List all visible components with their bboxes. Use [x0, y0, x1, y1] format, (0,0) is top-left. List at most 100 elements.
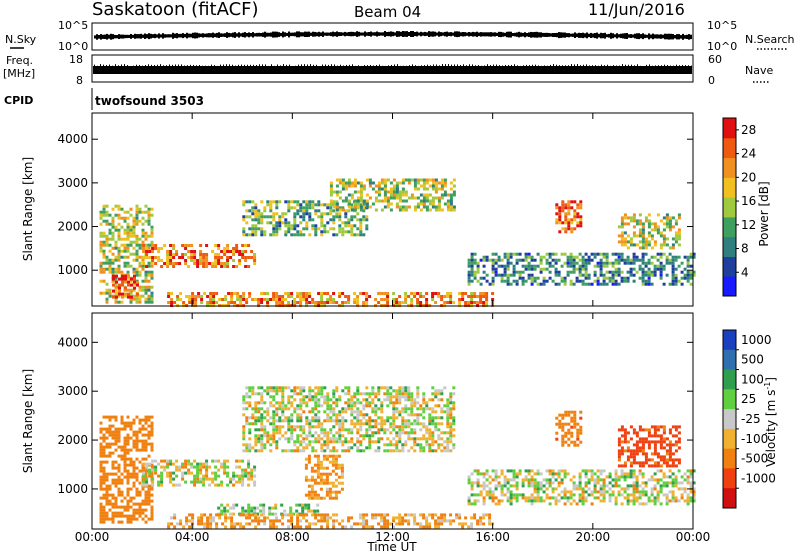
echo-cell-2 — [223, 250, 227, 253]
echo-cell-3 — [335, 215, 339, 219]
echo-cell-6 — [659, 490, 663, 494]
echo-cell-5 — [320, 516, 324, 520]
echo-cell-6 — [662, 493, 666, 497]
echo-cell-4 — [365, 386, 369, 390]
echo-cell-3 — [272, 233, 276, 237]
echo-cell-2 — [217, 506, 221, 510]
freq-sample — [682, 64, 683, 67]
echo-cell-4 — [248, 446, 252, 450]
echo-cell-5 — [167, 525, 171, 529]
echo-cell-4 — [362, 437, 366, 441]
freq-sample — [361, 65, 362, 68]
freq-sample — [328, 64, 329, 67]
echo-cell-3 — [290, 200, 294, 204]
echo-cell-6 — [551, 279, 555, 283]
echo-cell-4 — [257, 410, 261, 414]
echo-cell-4 — [335, 440, 339, 444]
echo-cell-2 — [220, 503, 224, 507]
echo-cell-5 — [311, 298, 315, 301]
echo-cell-3 — [302, 209, 306, 213]
echo-cell-4 — [302, 386, 306, 390]
echo-cell-8 — [644, 240, 648, 244]
echo-cell-6 — [650, 282, 654, 286]
echo-cell-6 — [530, 493, 534, 497]
echo-cell-0 — [108, 445, 112, 449]
echo-cell-8 — [626, 234, 630, 238]
echo-cell-6 — [494, 469, 498, 473]
echo-cell-6 — [518, 472, 522, 476]
echo-cell-4 — [392, 196, 396, 200]
echo-cell-2 — [226, 244, 230, 247]
echo-cell-0 — [129, 436, 133, 440]
echo-cell-4 — [251, 422, 255, 426]
echo-cell-4 — [392, 410, 396, 414]
echo-cell-7 — [576, 221, 580, 225]
nsky-sample — [214, 33, 216, 38]
echo-cell-8 — [620, 237, 624, 241]
echo-cell-4 — [254, 422, 258, 426]
echo-cell-4 — [401, 178, 405, 182]
echo-cell-5 — [422, 513, 426, 517]
echo-cell-0 — [108, 213, 112, 217]
echo-cell-6 — [509, 282, 513, 286]
echo-cell-4 — [269, 386, 273, 390]
echo-cell-4 — [359, 443, 363, 447]
echo-cell-6 — [548, 264, 552, 268]
echo-cell-3 — [362, 218, 366, 222]
freq-sample — [196, 65, 197, 68]
echo-cell-5 — [230, 525, 234, 529]
echo-cell-6 — [656, 252, 660, 256]
echo-cell-0 — [147, 418, 151, 422]
echo-cell-0 — [138, 469, 142, 473]
freq-sample — [511, 64, 512, 67]
echo-cell-0 — [141, 511, 145, 515]
echo-cell-4 — [383, 187, 387, 191]
echo-cell-4 — [356, 407, 360, 411]
echo-cell-1 — [247, 459, 251, 463]
nsky-sample — [666, 33, 668, 40]
echo-cell-6 — [623, 490, 627, 494]
echo-cell-0 — [132, 466, 136, 470]
echo-cell-5 — [383, 516, 387, 520]
echo-cell-6 — [659, 487, 663, 491]
echo-cell-5 — [224, 298, 228, 301]
echo-cell-0 — [105, 430, 109, 434]
nsky-sample — [358, 31, 360, 37]
nsky-sample — [102, 34, 104, 39]
echo-cell-1 — [172, 483, 176, 487]
echo-cell-4 — [323, 410, 327, 414]
echo-cell-4 — [416, 386, 420, 390]
echo-cell-5 — [209, 301, 213, 304]
echo-cell-6 — [662, 475, 666, 479]
echo-cell-6 — [626, 502, 630, 506]
echo-cell-5 — [476, 519, 480, 523]
echo-cell-6 — [659, 255, 663, 259]
echo-cell-0 — [147, 285, 151, 289]
echo-cell-6 — [572, 261, 576, 265]
echo-cell-3 — [334, 493, 338, 497]
echo-cell-1 — [178, 465, 182, 469]
echo-cell-5 — [215, 301, 219, 304]
echo-cell-0 — [114, 478, 118, 482]
echo-cell-5 — [335, 513, 339, 517]
echo-cell-6 — [647, 282, 651, 286]
echo-cell-6 — [632, 469, 636, 473]
echo-cell-4 — [344, 392, 348, 396]
echo-cell-4 — [431, 416, 435, 420]
echo-cell-3 — [275, 221, 279, 225]
echo-cell-6 — [617, 490, 621, 494]
echo-cell-4 — [287, 401, 291, 405]
echo-cell-8 — [626, 216, 630, 220]
echo-cell-8 — [665, 237, 669, 241]
echo-cell-0 — [99, 421, 103, 425]
echo-cell-6 — [593, 264, 597, 268]
echo-cell-5 — [422, 295, 426, 298]
echo-cell-4 — [302, 401, 306, 405]
nsky-trace — [94, 31, 692, 40]
echo-cell-3 — [299, 233, 303, 237]
echo-cell-1 — [241, 471, 245, 475]
nsky-sample — [562, 32, 564, 38]
echo-cell-5 — [416, 298, 420, 301]
echo-cell-3 — [296, 203, 300, 207]
echo-cell-7 — [576, 215, 580, 219]
